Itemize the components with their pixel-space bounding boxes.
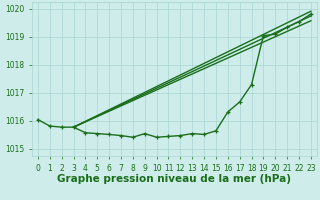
X-axis label: Graphe pression niveau de la mer (hPa): Graphe pression niveau de la mer (hPa) [57, 174, 292, 184]
